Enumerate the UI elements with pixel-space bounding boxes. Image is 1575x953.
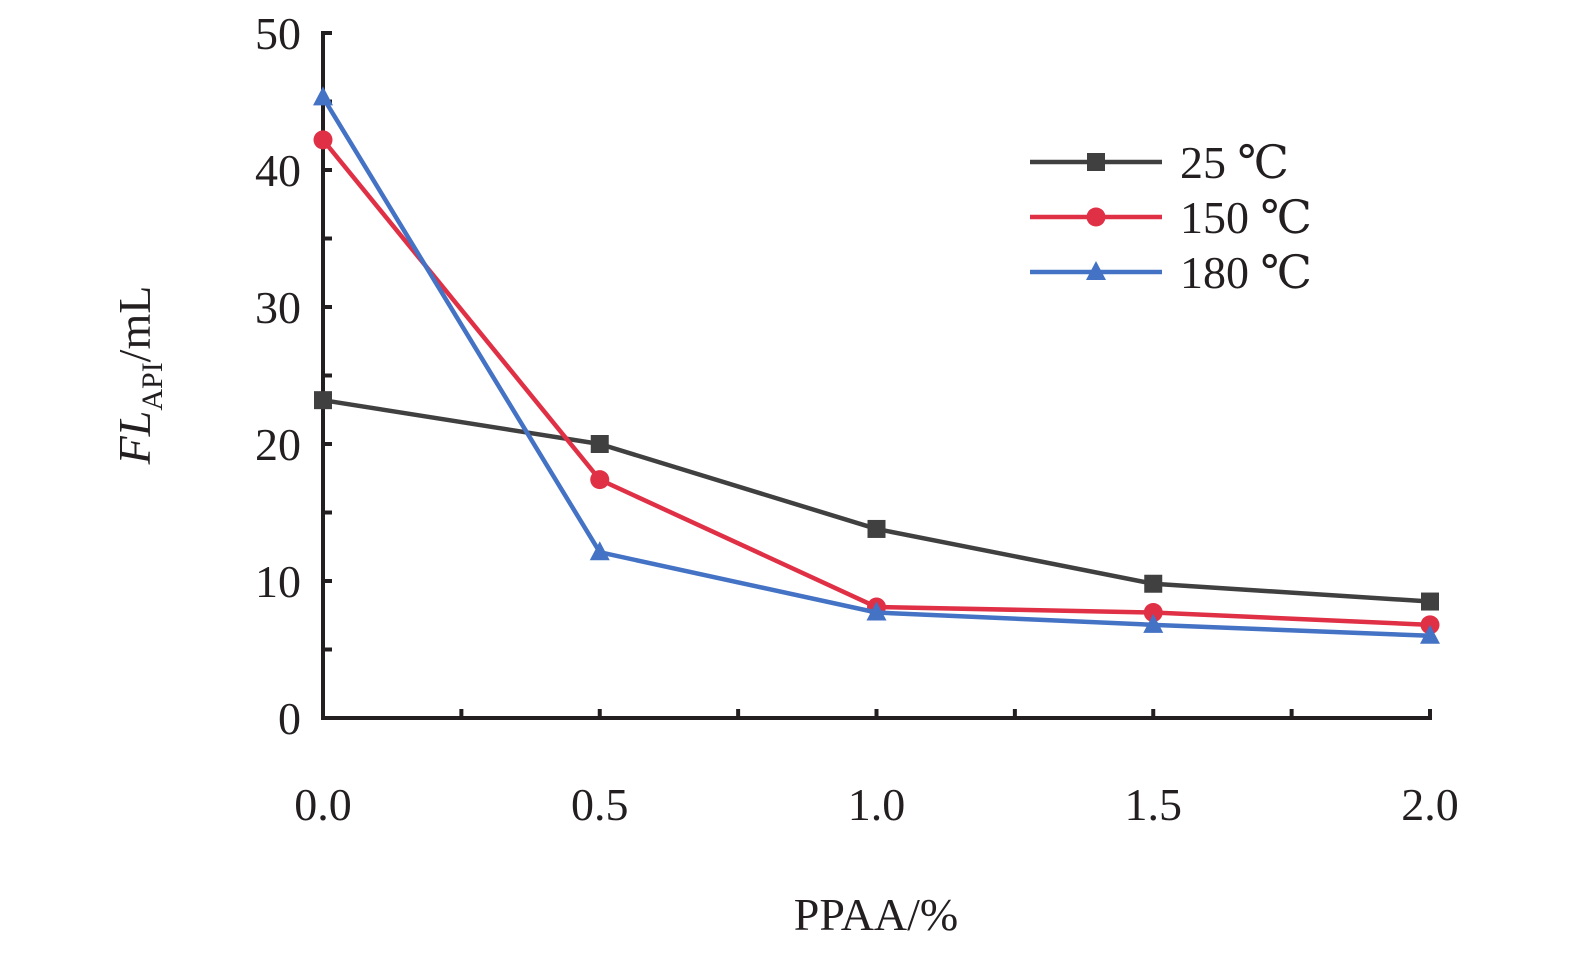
series-3 — [313, 86, 1440, 644]
square-marker — [1421, 592, 1439, 611]
y-tick-label: 50 — [255, 8, 301, 59]
series-1 — [314, 391, 1439, 611]
triangle-marker — [313, 86, 333, 106]
triangle-marker — [866, 601, 887, 621]
circle-marker — [1086, 207, 1106, 227]
axes: 0 10 20 30 40 50 0.0 0.5 1.0 1.5 2.0 — [255, 8, 1459, 830]
legend-item: 180 ℃ — [1030, 247, 1312, 298]
square-marker — [590, 435, 609, 453]
y-tick-label: 10 — [255, 556, 301, 607]
square-marker — [1087, 153, 1105, 171]
y-tick-label: 0 — [278, 693, 301, 744]
triangle-marker — [589, 541, 610, 561]
y-tick-label: 40 — [255, 145, 301, 196]
triangle-marker — [1086, 261, 1106, 280]
legend-item: 150 ℃ — [1030, 192, 1312, 243]
x-tick-label: 2.0 — [1401, 779, 1459, 830]
y-axis-title-unit: /mL — [109, 286, 160, 363]
triangle-marker — [1420, 624, 1440, 644]
circle-marker — [1143, 603, 1163, 623]
legend-label: 180 ℃ — [1180, 247, 1312, 298]
x-tick-label: 1.5 — [1125, 779, 1183, 830]
circle-marker — [590, 470, 610, 490]
series-line — [322, 397, 1431, 604]
square-marker — [314, 391, 332, 410]
series-layer — [313, 86, 1440, 644]
y-tick-label: 20 — [255, 419, 301, 470]
square-marker — [867, 519, 886, 538]
x-tick-label: 1.0 — [848, 779, 906, 830]
y-axis-title-subscript: API — [136, 362, 169, 410]
legend-label: 25 ℃ — [1180, 137, 1289, 188]
circle-marker — [313, 130, 333, 150]
y-axis-title-main: FL — [109, 411, 160, 466]
x-axis-title: PPAA/% — [794, 889, 958, 940]
triangle-marker — [1143, 613, 1164, 633]
legend-item: 25 ℃ — [1030, 137, 1289, 188]
legend-label: 150 ℃ — [1180, 192, 1312, 243]
x-tick-label: 0.5 — [571, 779, 629, 830]
y-tick-label: 30 — [255, 282, 301, 333]
x-tick-label: 0.0 — [294, 779, 352, 830]
square-marker — [1144, 574, 1163, 593]
y-axis-title: FLAPI/mL — [109, 286, 169, 466]
